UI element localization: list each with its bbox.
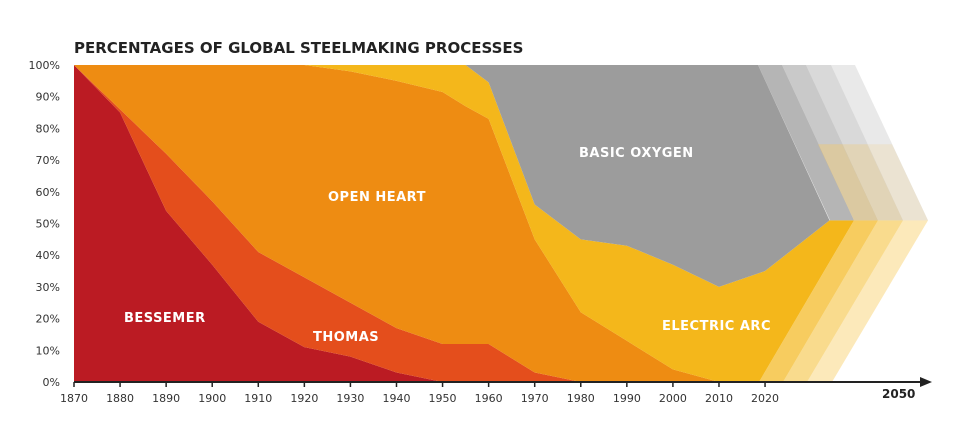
projection-chevron-yellow [807,220,928,382]
area-thomas [74,65,766,382]
series-label-thomas: THOMAS [313,330,379,345]
x-tick-label: 2000 [659,392,687,405]
x-axis-arrow-icon [920,377,932,387]
y-tick-label: 50% [36,218,60,231]
projection-chevron-yellow-upper [842,144,903,221]
x-tick-label: 2020 [751,392,779,405]
area-basic-oxygen [74,65,830,287]
y-tick-label: 30% [36,281,60,294]
y-tick-label: 0% [43,376,60,389]
area-bessemer [74,65,766,382]
y-tick-label: 90% [36,91,60,104]
x-axis-end-label: 2050 [882,387,915,401]
x-tick-label: 1910 [244,392,272,405]
series-label-open-hearth: OPEN HEART [328,190,426,205]
x-tick-label: 1990 [613,392,641,405]
y-tick-label: 60% [36,186,60,199]
x-tick-label: 1890 [152,392,180,405]
y-tick-label: 10% [36,344,60,357]
x-tick-label: 2010 [705,392,733,405]
x-tick-label: 1900 [198,392,226,405]
projection-chevron-gray [758,65,854,221]
projection-chevron-yellow-upper [818,144,878,221]
x-tick-label: 1950 [429,392,457,405]
area-open-hearth [74,65,766,382]
area-electric-arc [74,65,854,382]
x-tick-label: 1920 [290,392,318,405]
projection-chevron-gray [831,65,928,221]
x-tick-label: 1970 [521,392,549,405]
y-tick-label: 20% [36,313,60,326]
series-label-bessemer: BESSEMER [124,311,206,326]
series-label-electric-arc: ELECTRIC ARC [662,319,771,334]
projection-chevron-yellow-upper [867,144,928,221]
y-tick-label: 40% [36,249,60,262]
x-tick-label: 1960 [475,392,503,405]
y-tick-label: 80% [36,122,60,135]
x-tick-label: 1980 [567,392,595,405]
projection-chevron-yellow [759,220,878,382]
x-tick-label: 1880 [106,392,134,405]
projection-chevron-yellow [783,220,903,382]
x-tick-label: 1930 [336,392,364,405]
x-tick-label: 1870 [60,392,88,405]
y-tick-label: 100% [29,59,60,72]
chart-title: PERCENTAGES OF GLOBAL STEELMAKING PROCES… [74,39,523,57]
x-tick-label: 1940 [382,392,410,405]
y-tick-label: 70% [36,154,60,167]
projection-chevron-gray [782,65,878,221]
series-label-basic-oxygen: BASIC OXYGEN [579,146,694,161]
projection-chevron-gray [806,65,903,221]
